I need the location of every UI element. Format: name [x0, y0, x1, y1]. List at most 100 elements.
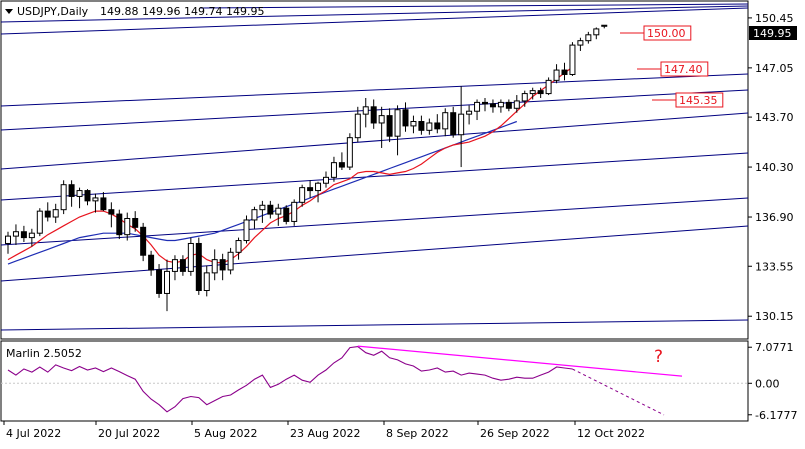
collapse-triangle-icon[interactable]	[5, 9, 13, 14]
marlin-oscillator	[7, 345, 683, 416]
channel-line[interactable]	[0, 197, 749, 246]
candle	[482, 97, 488, 112]
chart-symbol: USDJPY,Daily	[17, 5, 89, 18]
indicator-name: Marlin 2.5052	[6, 347, 82, 360]
candle-body-up	[52, 209, 59, 218]
candle-body-down	[156, 269, 163, 294]
candle	[156, 264, 163, 298]
candle	[235, 237, 242, 260]
candle-body-up	[442, 112, 449, 130]
level-box	[675, 92, 724, 108]
candle-body-down	[108, 209, 115, 215]
candle	[442, 108, 449, 137]
channel-line[interactable]	[0, 5, 749, 23]
candle	[450, 106, 457, 138]
time-tick-label: 5 Aug 2022	[194, 427, 257, 440]
indicator-axis: 7.0771 0.00 -6.1777	[748, 341, 797, 422]
candle	[140, 222, 147, 262]
candle	[386, 108, 393, 143]
candle-body-down	[489, 103, 496, 108]
level-box	[643, 25, 692, 41]
candle	[20, 225, 27, 243]
candle-body-up	[593, 28, 600, 36]
level-value: 147.40	[664, 63, 703, 76]
candle-body-up	[315, 182, 322, 192]
candle-body-down	[132, 217, 139, 228]
candle	[179, 255, 186, 276]
indicator-tick-label: -6.1777	[755, 409, 797, 422]
candle	[569, 42, 576, 76]
candle-body-down	[338, 162, 345, 168]
price-tick-label: 136.90	[755, 211, 794, 224]
candle	[537, 87, 544, 98]
candle	[474, 99, 481, 121]
candle-body-up	[378, 115, 385, 124]
channel-line[interactable]	[0, 112, 749, 170]
candle	[44, 202, 51, 222]
candle-body-up	[585, 34, 592, 42]
candle	[171, 255, 178, 281]
time-axis: 4 Jul 2022 20 Jul 2022 5 Aug 2022 23 Aug 20…	[3, 421, 645, 440]
channel-line[interactable]	[0, 152, 749, 201]
candle	[124, 212, 131, 241]
projection-line	[572, 368, 665, 416]
candle	[195, 237, 202, 295]
candle-body-down	[561, 69, 568, 75]
candle-body-up	[410, 121, 417, 127]
level-box	[660, 61, 709, 77]
candle-body-down	[386, 115, 393, 137]
indicator-tick-label: 0.00	[755, 377, 780, 390]
candle-body-up	[291, 201, 298, 222]
candle	[505, 99, 512, 112]
candle-body-up	[12, 231, 19, 237]
time-tick-label: 4 Jul 2022	[6, 427, 61, 440]
time-tick-label: 23 Aug 2022	[290, 427, 360, 440]
time-tick-label: 12 Oct 2022	[577, 427, 645, 440]
price-tick-label: 140.30	[755, 161, 794, 174]
indicator-panel	[0, 340, 749, 422]
candle	[76, 187, 83, 209]
level-labels: 150.00 147.40 145.35	[620, 25, 724, 108]
candle	[497, 99, 504, 113]
candle-body-up	[545, 79, 552, 95]
candle	[370, 99, 377, 129]
candle	[92, 193, 99, 213]
candle-body-up	[187, 242, 194, 272]
candle	[52, 203, 59, 223]
candle-body-down	[370, 106, 377, 124]
candle	[545, 77, 552, 96]
candle-body-up	[474, 101, 481, 112]
candle	[211, 249, 218, 281]
channel-line[interactable]	[0, 7, 749, 35]
candle	[275, 203, 282, 226]
candle-body-up	[211, 259, 218, 274]
price-tick-label: 143.70	[755, 111, 794, 124]
candle	[585, 31, 592, 44]
candle-body-up	[601, 24, 608, 27]
candle-body-down	[20, 231, 27, 239]
channel-line[interactable]	[0, 319, 749, 331]
candle	[330, 156, 337, 182]
candle-body-down	[68, 184, 75, 197]
candle	[36, 208, 43, 237]
candle-body-down	[418, 121, 425, 131]
level-value: 145.35	[679, 94, 718, 107]
candle-body-up	[60, 184, 67, 211]
candle-body-up	[76, 190, 83, 197]
candle	[243, 215, 250, 244]
candle-body-up	[299, 187, 306, 203]
channel-line[interactable]	[0, 225, 749, 282]
channel-line[interactable]	[199, 3, 749, 9]
candle-body-up	[164, 270, 170, 294]
candle-body-down	[195, 242, 202, 292]
candle	[68, 180, 75, 207]
channel-line[interactable]	[0, 73, 749, 107]
candle-body-down	[482, 101, 488, 105]
candle	[219, 253, 226, 281]
candle-body-down	[116, 213, 123, 236]
candle-body-up	[227, 251, 234, 271]
candle-body-up	[553, 69, 560, 81]
candle-body-down	[267, 204, 274, 215]
